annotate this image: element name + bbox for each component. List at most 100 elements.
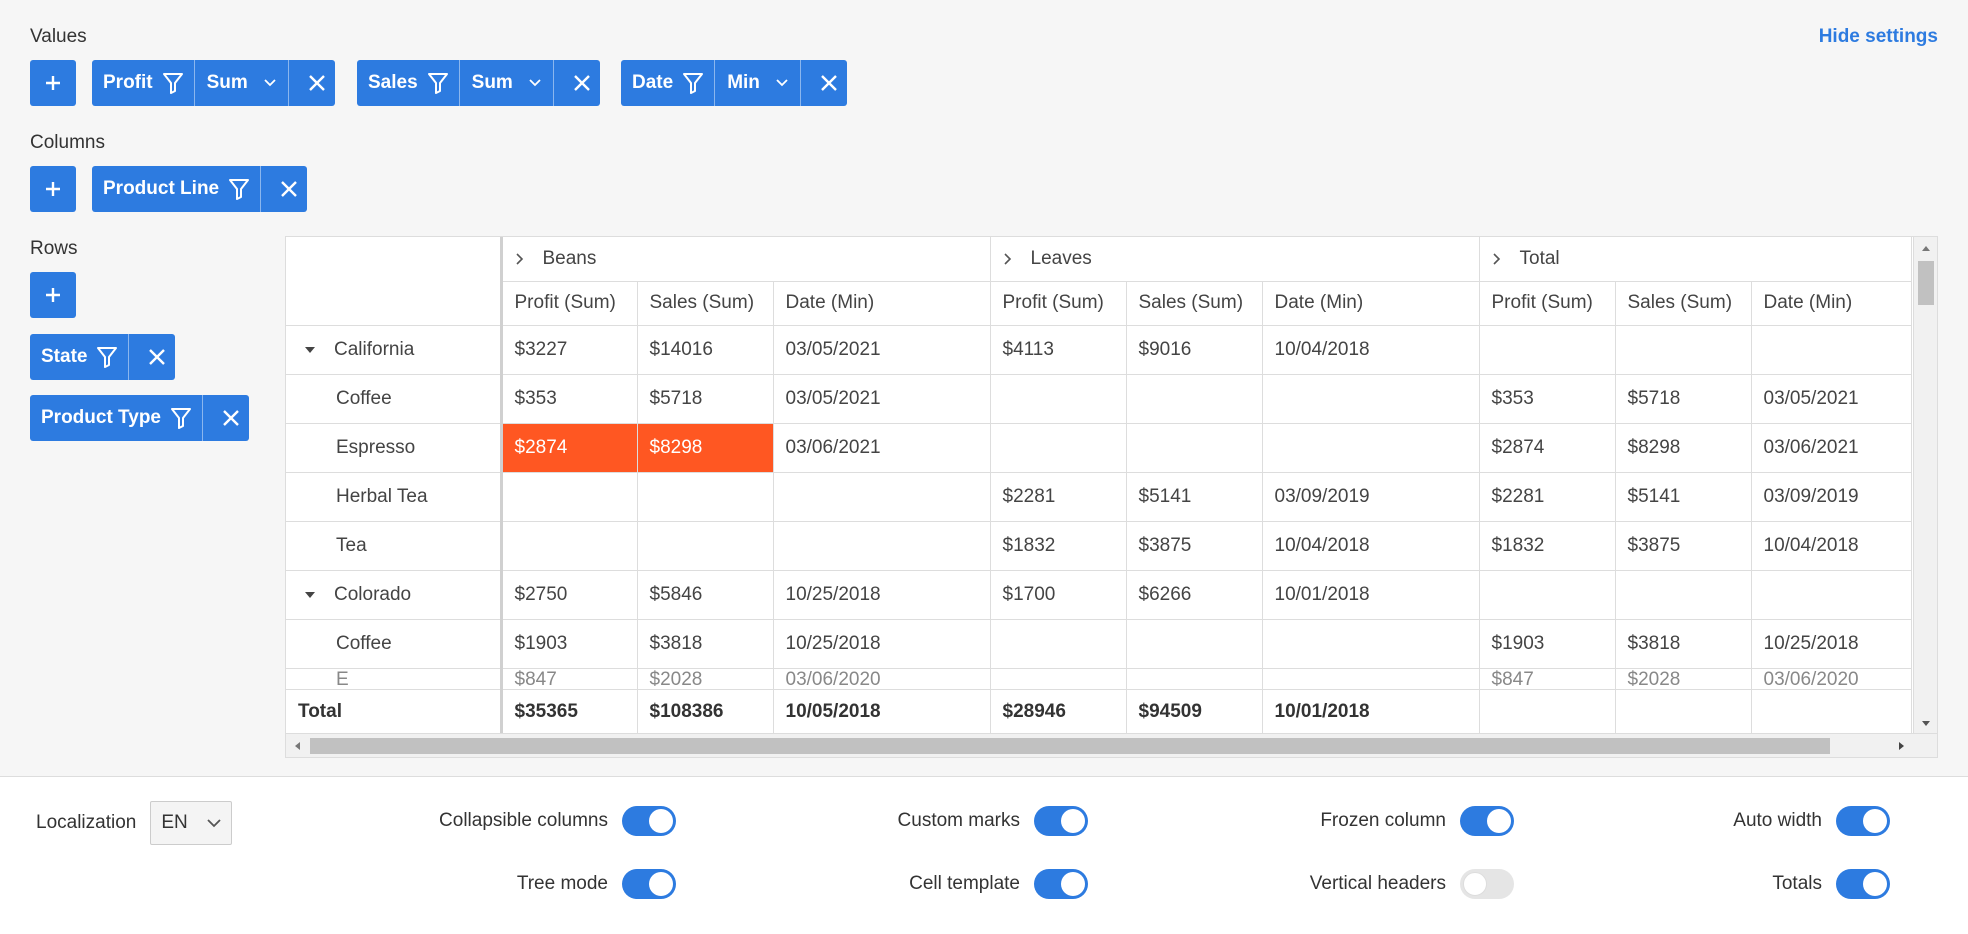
column-header[interactable]: Profit (Sum): [501, 281, 638, 326]
column-chip-product-line[interactable]: Product Line: [92, 166, 308, 212]
toggle-switch[interactable]: [622, 869, 676, 899]
data-cell[interactable]: 03/05/2021: [773, 374, 991, 424]
remove-chip-button[interactable]: [129, 334, 175, 380]
data-cell[interactable]: $1700: [990, 570, 1127, 620]
data-cell[interactable]: [1751, 570, 1912, 620]
filter-icon[interactable]: [162, 72, 183, 94]
row-header[interactable]: California: [286, 325, 503, 375]
data-cell[interactable]: $353: [501, 374, 638, 424]
data-cell[interactable]: [1126, 668, 1263, 692]
data-cell[interactable]: $5141: [1615, 472, 1752, 522]
data-cell[interactable]: [501, 521, 638, 571]
data-cell[interactable]: [1262, 668, 1480, 692]
vertical-scroll-thumb[interactable]: [1918, 261, 1934, 305]
caret-down-icon[interactable]: [304, 591, 316, 599]
column-header[interactable]: Profit (Sum): [1479, 281, 1616, 326]
data-cell[interactable]: $2874: [1479, 423, 1616, 473]
toggle-switch[interactable]: [1836, 869, 1890, 899]
agg-select[interactable]: Sum: [460, 60, 554, 106]
data-cell[interactable]: $5141: [1126, 472, 1263, 522]
horizontal-scrollbar[interactable]: [286, 733, 1937, 758]
data-cell[interactable]: [1479, 325, 1616, 375]
remove-chip-button[interactable]: [203, 395, 249, 441]
add-row-button[interactable]: [30, 272, 76, 318]
data-cell[interactable]: 03/05/2021: [1751, 374, 1912, 424]
data-cell[interactable]: 03/06/2021: [1751, 423, 1912, 473]
data-cell[interactable]: [773, 521, 991, 571]
data-cell[interactable]: $2028: [637, 668, 774, 692]
toggle-switch[interactable]: [1034, 869, 1088, 899]
column-header[interactable]: Sales (Sum): [1615, 281, 1752, 326]
toggle-switch[interactable]: [1034, 806, 1088, 836]
remove-chip-button[interactable]: [261, 166, 307, 212]
localization-select[interactable]: EN: [150, 801, 233, 845]
data-cell[interactable]: 03/09/2019: [1262, 472, 1480, 522]
vertical-scrollbar[interactable]: [1913, 237, 1937, 733]
data-cell[interactable]: [990, 619, 1127, 669]
data-cell[interactable]: $3818: [1615, 619, 1752, 669]
data-cell[interactable]: $1832: [1479, 521, 1616, 571]
chevron-right-icon[interactable]: [515, 253, 525, 265]
toggle-switch[interactable]: [1460, 806, 1514, 836]
data-cell[interactable]: [1262, 374, 1480, 424]
data-cell[interactable]: $2874: [501, 423, 638, 473]
scroll-down-icon[interactable]: [1914, 713, 1938, 733]
row-header[interactable]: Colorado: [286, 570, 503, 620]
scroll-left-icon[interactable]: [288, 734, 308, 758]
column-header[interactable]: Date (Min): [1751, 281, 1912, 326]
remove-chip-button[interactable]: [289, 60, 335, 106]
horizontal-scroll-thumb[interactable]: [310, 738, 1830, 754]
data-cell[interactable]: [637, 521, 774, 571]
data-cell[interactable]: 03/05/2021: [773, 325, 991, 375]
data-cell[interactable]: [1126, 619, 1263, 669]
data-cell[interactable]: $14016: [637, 325, 774, 375]
data-cell[interactable]: [1615, 325, 1752, 375]
data-cell[interactable]: $3818: [637, 619, 774, 669]
column-header[interactable]: Sales (Sum): [637, 281, 774, 326]
agg-select[interactable]: Sum: [195, 60, 289, 106]
value-chip-date[interactable]: Date Min: [621, 60, 847, 106]
data-cell[interactable]: [1262, 423, 1480, 473]
data-cell[interactable]: $5846: [637, 570, 774, 620]
data-cell[interactable]: [990, 423, 1127, 473]
chevron-right-icon[interactable]: [1003, 253, 1013, 265]
data-cell[interactable]: $5718: [637, 374, 774, 424]
remove-chip-button[interactable]: [554, 60, 600, 106]
data-cell[interactable]: $3875: [1615, 521, 1752, 571]
data-cell[interactable]: 10/04/2018: [1262, 521, 1480, 571]
data-cell[interactable]: [637, 472, 774, 522]
data-cell[interactable]: 10/04/2018: [1262, 325, 1480, 375]
data-cell[interactable]: $2281: [990, 472, 1127, 522]
agg-select[interactable]: Min: [715, 60, 801, 106]
data-cell[interactable]: $3227: [501, 325, 638, 375]
filter-icon[interactable]: [427, 72, 448, 94]
group-header[interactable]: Total: [1479, 237, 1912, 282]
column-header[interactable]: Date (Min): [1262, 281, 1480, 326]
scroll-up-icon[interactable]: [1914, 239, 1938, 259]
value-chip-sales[interactable]: Sales Sum: [357, 60, 600, 106]
data-cell[interactable]: $3875: [1126, 521, 1263, 571]
data-cell[interactable]: [1615, 570, 1752, 620]
data-cell[interactable]: [501, 472, 638, 522]
data-cell[interactable]: $8298: [1615, 423, 1752, 473]
data-cell[interactable]: $5718: [1615, 374, 1752, 424]
data-cell[interactable]: [1126, 374, 1263, 424]
group-header[interactable]: Leaves: [990, 237, 1480, 282]
data-cell[interactable]: [990, 668, 1127, 692]
data-cell[interactable]: $353: [1479, 374, 1616, 424]
data-cell[interactable]: [773, 472, 991, 522]
data-cell[interactable]: 10/25/2018: [773, 570, 991, 620]
column-header[interactable]: Sales (Sum): [1126, 281, 1263, 326]
scroll-right-icon[interactable]: [1891, 734, 1911, 758]
data-cell[interactable]: $8298: [637, 423, 774, 473]
data-cell[interactable]: $847: [1479, 668, 1616, 692]
data-cell[interactable]: 10/04/2018: [1751, 521, 1912, 571]
data-cell[interactable]: $2281: [1479, 472, 1616, 522]
toggle-switch[interactable]: [1460, 869, 1514, 899]
data-cell[interactable]: [1479, 570, 1616, 620]
data-cell[interactable]: $1903: [501, 619, 638, 669]
data-cell[interactable]: 10/01/2018: [1262, 570, 1480, 620]
data-cell[interactable]: $2028: [1615, 668, 1752, 692]
value-chip-profit[interactable]: Profit Sum: [92, 60, 335, 106]
column-header[interactable]: Profit (Sum): [990, 281, 1127, 326]
